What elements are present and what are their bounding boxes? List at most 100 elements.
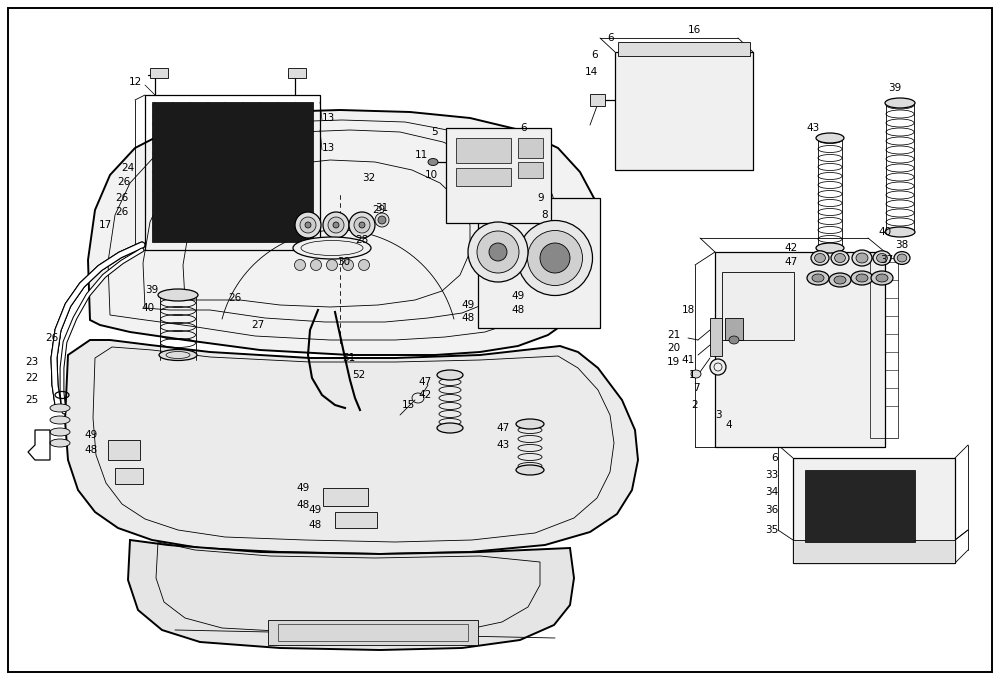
Text: 1: 1 <box>688 370 695 380</box>
Ellipse shape <box>856 274 868 282</box>
Text: 48: 48 <box>512 305 525 315</box>
Text: 5: 5 <box>431 127 438 137</box>
Bar <box>446 128 551 223</box>
Ellipse shape <box>328 217 344 233</box>
Text: 40: 40 <box>142 303 155 313</box>
Ellipse shape <box>835 254 845 262</box>
Text: 49: 49 <box>85 430 98 440</box>
Text: 13: 13 <box>322 113 335 123</box>
Ellipse shape <box>158 289 198 301</box>
Text: 3: 3 <box>715 410 722 420</box>
Ellipse shape <box>50 428 70 436</box>
Ellipse shape <box>326 260 338 271</box>
Text: 41: 41 <box>682 355 695 365</box>
Bar <box>115 468 143 484</box>
Text: 24: 24 <box>122 163 135 173</box>
Ellipse shape <box>807 271 829 285</box>
Bar <box>268 620 478 645</box>
Bar <box>518 162 543 178</box>
Text: 30: 30 <box>337 257 350 267</box>
Text: 49: 49 <box>462 300 475 310</box>
Text: 17: 17 <box>99 220 112 230</box>
Polygon shape <box>88 110 600 355</box>
Ellipse shape <box>159 350 197 360</box>
Ellipse shape <box>540 243 570 273</box>
Text: 21: 21 <box>667 330 680 340</box>
Text: 51: 51 <box>342 353 355 363</box>
Text: 10: 10 <box>425 170 438 180</box>
Ellipse shape <box>885 98 915 108</box>
Polygon shape <box>128 540 574 650</box>
Text: 28: 28 <box>355 235 368 245</box>
Text: 37: 37 <box>880 255 893 265</box>
Ellipse shape <box>516 419 544 429</box>
Bar <box>335 512 377 528</box>
Text: 49: 49 <box>297 483 310 493</box>
Bar <box>590 94 605 106</box>
Text: 48: 48 <box>297 500 310 510</box>
Ellipse shape <box>323 212 349 238</box>
Ellipse shape <box>516 465 544 475</box>
Ellipse shape <box>729 336 739 344</box>
Text: 26: 26 <box>117 177 130 187</box>
Ellipse shape <box>349 212 375 238</box>
Text: 12: 12 <box>129 77 142 87</box>
Ellipse shape <box>710 359 726 375</box>
Text: 20: 20 <box>667 343 680 353</box>
Ellipse shape <box>815 254 825 262</box>
Text: 16: 16 <box>688 25 701 35</box>
Text: 7: 7 <box>693 383 700 393</box>
Ellipse shape <box>871 271 893 285</box>
Ellipse shape <box>691 370 701 378</box>
Bar <box>150 68 168 78</box>
Bar <box>518 138 543 158</box>
Ellipse shape <box>468 222 528 282</box>
Text: 19: 19 <box>667 357 680 367</box>
Ellipse shape <box>894 252 910 265</box>
Text: 49: 49 <box>512 291 525 301</box>
Text: 25: 25 <box>25 395 38 405</box>
Ellipse shape <box>816 133 844 143</box>
Ellipse shape <box>354 217 370 233</box>
Ellipse shape <box>428 158 438 165</box>
Bar <box>870 258 898 438</box>
Text: 43: 43 <box>497 440 510 450</box>
Text: 43: 43 <box>807 123 820 133</box>
Ellipse shape <box>342 260 354 271</box>
Text: 26: 26 <box>115 193 128 203</box>
Bar <box>108 440 140 460</box>
Ellipse shape <box>851 271 873 285</box>
Ellipse shape <box>528 231 582 286</box>
Ellipse shape <box>300 217 316 233</box>
Text: 38: 38 <box>895 240 908 250</box>
Text: 42: 42 <box>785 243 798 253</box>
Text: 4: 4 <box>725 420 732 430</box>
Ellipse shape <box>378 216 386 224</box>
Bar <box>722 272 794 340</box>
Text: 6: 6 <box>607 33 614 43</box>
Text: 47: 47 <box>497 423 510 433</box>
Ellipse shape <box>856 253 868 263</box>
Bar <box>288 68 306 78</box>
Text: 8: 8 <box>541 210 548 220</box>
Ellipse shape <box>359 222 365 228</box>
Text: 35: 35 <box>765 525 778 535</box>
Ellipse shape <box>873 251 891 265</box>
Text: 23: 23 <box>25 357 38 367</box>
Bar <box>618 42 750 56</box>
Ellipse shape <box>375 213 389 227</box>
Ellipse shape <box>831 251 849 265</box>
Text: 47: 47 <box>785 257 798 267</box>
Text: 29: 29 <box>372 205 385 215</box>
Text: 48: 48 <box>309 520 322 530</box>
Ellipse shape <box>885 227 915 237</box>
Text: 49: 49 <box>309 505 322 515</box>
Bar <box>615 52 753 170</box>
Text: 13: 13 <box>322 143 335 153</box>
Text: 6: 6 <box>520 123 527 133</box>
Ellipse shape <box>333 222 339 228</box>
Bar <box>715 252 885 447</box>
Bar <box>793 458 955 563</box>
Bar <box>710 318 722 356</box>
Bar <box>490 298 535 312</box>
